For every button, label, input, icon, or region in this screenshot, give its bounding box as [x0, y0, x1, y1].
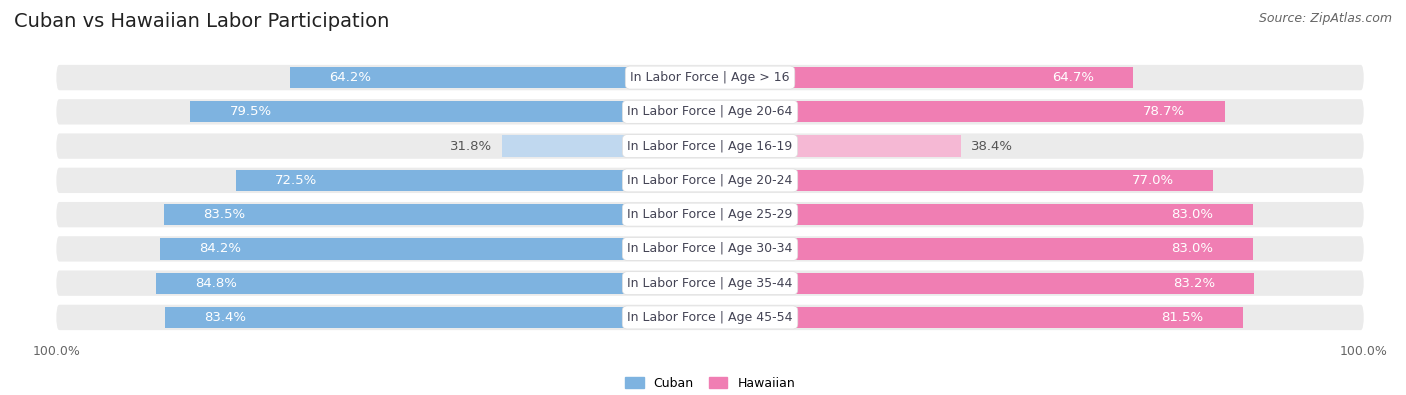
- Text: 84.8%: 84.8%: [195, 276, 236, 290]
- Bar: [159, 238, 710, 260]
- Bar: [165, 307, 710, 328]
- Text: 77.0%: 77.0%: [1132, 174, 1174, 187]
- Text: 64.7%: 64.7%: [1052, 71, 1094, 84]
- Legend: Cuban, Hawaiian: Cuban, Hawaiian: [619, 371, 801, 395]
- Text: 84.2%: 84.2%: [198, 243, 240, 256]
- Text: In Labor Force | Age 25-29: In Labor Force | Age 25-29: [627, 208, 793, 221]
- Text: 83.0%: 83.0%: [1171, 208, 1213, 221]
- Bar: [710, 204, 1253, 225]
- FancyBboxPatch shape: [56, 305, 1364, 330]
- Bar: [710, 101, 1225, 122]
- Text: 79.5%: 79.5%: [229, 105, 271, 118]
- Bar: [156, 273, 710, 294]
- Bar: [236, 170, 710, 191]
- Text: In Labor Force | Age 20-24: In Labor Force | Age 20-24: [627, 174, 793, 187]
- FancyBboxPatch shape: [56, 271, 1364, 296]
- Bar: [710, 170, 1213, 191]
- Text: In Labor Force | Age 35-44: In Labor Force | Age 35-44: [627, 276, 793, 290]
- FancyBboxPatch shape: [56, 236, 1364, 261]
- FancyBboxPatch shape: [56, 202, 1364, 227]
- Text: 72.5%: 72.5%: [276, 174, 318, 187]
- FancyBboxPatch shape: [56, 134, 1364, 159]
- Bar: [290, 67, 710, 88]
- Bar: [710, 273, 1254, 294]
- Text: 64.2%: 64.2%: [329, 71, 371, 84]
- Text: 83.0%: 83.0%: [1171, 243, 1213, 256]
- Text: In Labor Force | Age > 16: In Labor Force | Age > 16: [630, 71, 790, 84]
- Text: In Labor Force | Age 30-34: In Labor Force | Age 30-34: [627, 243, 793, 256]
- FancyBboxPatch shape: [56, 65, 1364, 90]
- FancyBboxPatch shape: [56, 99, 1364, 124]
- FancyBboxPatch shape: [56, 168, 1364, 193]
- Bar: [190, 101, 710, 122]
- Text: 78.7%: 78.7%: [1143, 105, 1185, 118]
- Text: 31.8%: 31.8%: [450, 139, 492, 152]
- Bar: [710, 238, 1253, 260]
- Text: Source: ZipAtlas.com: Source: ZipAtlas.com: [1258, 12, 1392, 25]
- Text: In Labor Force | Age 20-64: In Labor Force | Age 20-64: [627, 105, 793, 118]
- Bar: [502, 135, 710, 157]
- Text: In Labor Force | Age 16-19: In Labor Force | Age 16-19: [627, 139, 793, 152]
- Text: In Labor Force | Age 45-54: In Labor Force | Age 45-54: [627, 311, 793, 324]
- Bar: [165, 204, 710, 225]
- Text: 38.4%: 38.4%: [972, 139, 1012, 152]
- Text: 81.5%: 81.5%: [1161, 311, 1204, 324]
- Text: 83.2%: 83.2%: [1173, 276, 1215, 290]
- Text: 83.4%: 83.4%: [204, 311, 246, 324]
- Text: Cuban vs Hawaiian Labor Participation: Cuban vs Hawaiian Labor Participation: [14, 12, 389, 31]
- Bar: [710, 67, 1133, 88]
- Text: 83.5%: 83.5%: [204, 208, 246, 221]
- Bar: [710, 307, 1243, 328]
- Bar: [710, 135, 962, 157]
